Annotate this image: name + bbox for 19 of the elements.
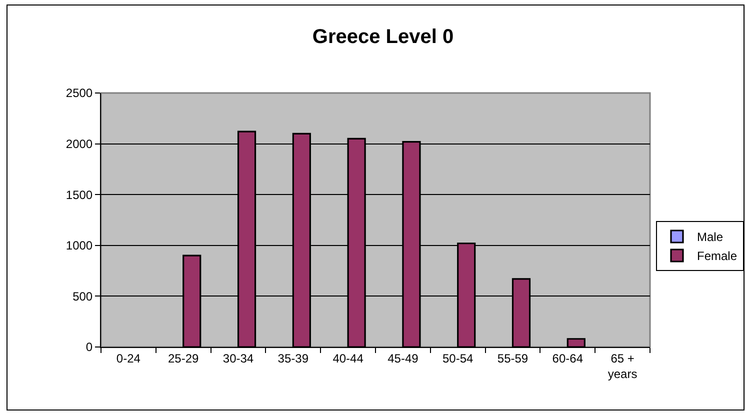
x-tick-label: 40-44 — [332, 351, 364, 366]
x-tick-label: 30-34 — [222, 351, 254, 366]
x-tick-label: 25-29 — [168, 351, 200, 366]
y-tick-label: 0 — [86, 340, 93, 354]
x-tick-label: 45-49 — [388, 351, 419, 366]
y-tick-label: 1000 — [66, 238, 93, 253]
x-tick-label: 0-24 — [116, 351, 141, 366]
y-tick-label: 500 — [72, 289, 93, 304]
legend-label: Female — [697, 249, 738, 264]
y-tick-label: 2000 — [66, 137, 93, 151]
chart-title: Greece Level 0 — [312, 26, 454, 48]
x-tick-label: 60-64 — [552, 351, 584, 366]
x-tick-label: 55-59 — [497, 351, 528, 366]
x-tick-label: 50-54 — [442, 351, 474, 366]
x-tick-label: 35-39 — [278, 351, 309, 366]
y-tick-label: 2500 — [66, 86, 93, 100]
y-tick-label: 1500 — [66, 188, 93, 202]
legend-label: Male — [697, 230, 724, 244]
x-tick-label: 65 + years — [608, 351, 638, 381]
